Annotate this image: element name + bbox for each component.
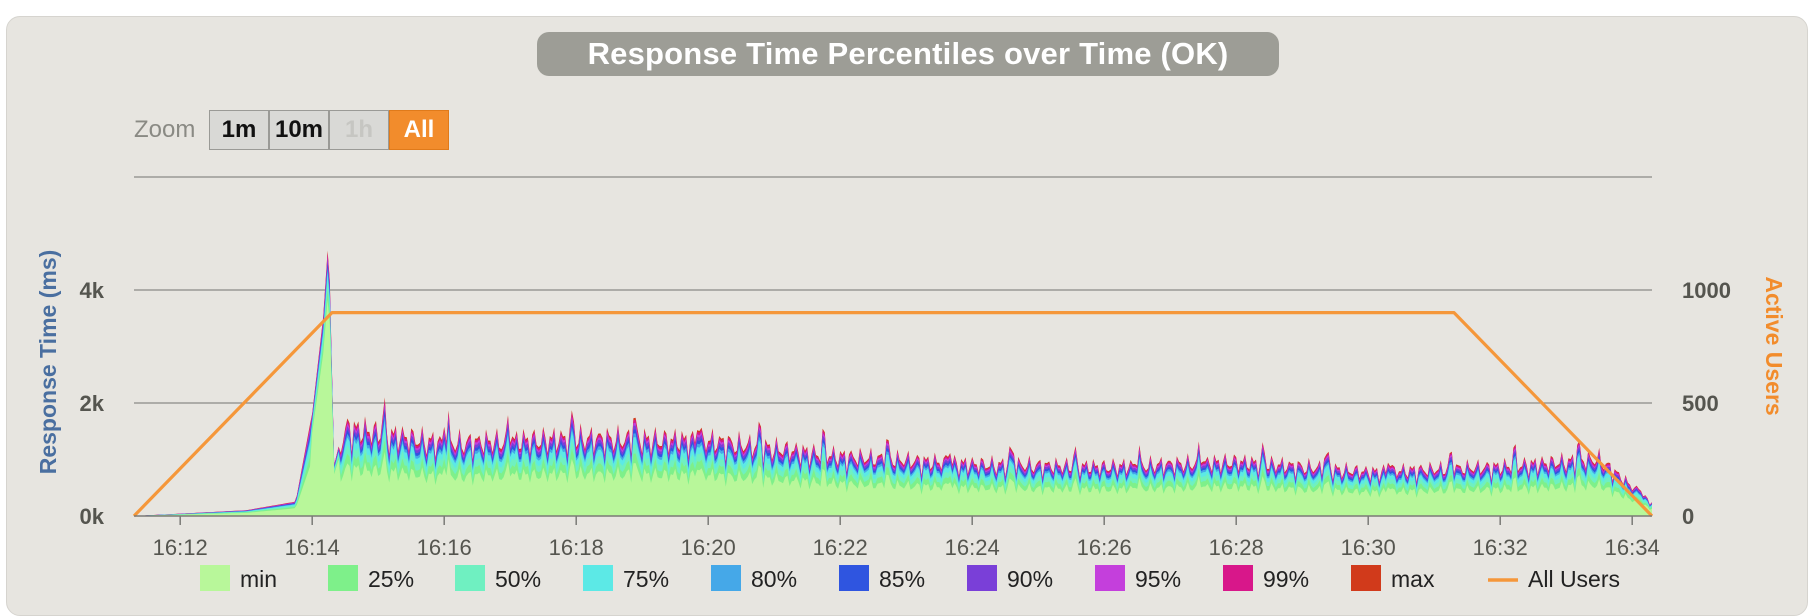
legend-swatch xyxy=(200,565,230,591)
users-line-group xyxy=(132,311,1654,518)
legend-item-25pct: 25% xyxy=(368,566,414,592)
legend-swatch xyxy=(1095,565,1125,591)
legend-item-85pct: 85% xyxy=(879,566,925,592)
legend-swatch xyxy=(1351,565,1381,591)
chart-title: Response Time Percentiles over Time (OK) xyxy=(537,32,1279,76)
legend-item-90pct: 90% xyxy=(1007,566,1053,592)
x-tick-label: 16:32 xyxy=(1473,535,1528,560)
legend-item-95pct: 95% xyxy=(1135,566,1181,592)
legend-item-99pct: 99% xyxy=(1263,566,1309,592)
legend-item-50pct: 50% xyxy=(495,566,541,592)
legend-swatch xyxy=(328,565,358,591)
legend-swatch xyxy=(455,565,485,591)
legend-item-max: max xyxy=(1391,566,1435,592)
legend: min 25% 50% 75% 80% 85% 90% 95% 99% max All Users xyxy=(200,565,1620,592)
x-tick-label: 16:24 xyxy=(945,535,1000,560)
x-tick-label: 16:12 xyxy=(153,535,208,560)
y2-tick-label: 0 xyxy=(1682,504,1694,529)
series-area-75pct xyxy=(134,271,1652,516)
x-tick-label: 16:22 xyxy=(813,535,868,560)
legend-item-75pct: 75% xyxy=(623,566,669,592)
y-tick-label: 4k xyxy=(80,278,105,303)
legend-item-min: min xyxy=(240,566,277,592)
zoom-10m-button[interactable]: 10m xyxy=(269,110,329,150)
x-tick-label: 16:34 xyxy=(1605,535,1660,560)
gridlines xyxy=(134,176,1652,404)
x-tick-label: 16:14 xyxy=(285,535,340,560)
x-tick-label: 16:16 xyxy=(417,535,472,560)
y-axis-title: Response Time (ms) xyxy=(35,250,61,475)
legend-swatch xyxy=(967,565,997,591)
legend-swatch xyxy=(839,565,869,591)
legend-swatch xyxy=(1223,565,1253,591)
x-tick-label: 16:26 xyxy=(1077,535,1132,560)
y2-tick-label: 500 xyxy=(1682,391,1719,416)
legend-swatch xyxy=(711,565,741,591)
y2-tick-label: 1000 xyxy=(1682,278,1731,303)
zoom-1h-button: 1h xyxy=(329,110,389,150)
all-users-line xyxy=(132,311,1654,518)
legend-item-all-users: All Users xyxy=(1528,566,1620,592)
series-area-25pct xyxy=(134,289,1652,516)
x-tick-label: 16:20 xyxy=(681,535,736,560)
zoom-1m-button[interactable]: 1m xyxy=(209,110,269,150)
zoom-label: Zoom xyxy=(134,116,196,143)
y2-axis-title: Active Users xyxy=(1761,276,1787,415)
y-tick-label: 2k xyxy=(80,391,105,416)
percentile-areas xyxy=(134,250,1652,516)
y-tick-label: 0k xyxy=(80,504,105,529)
x-tick-label: 16:30 xyxy=(1341,535,1396,560)
x-tick-label: 16:28 xyxy=(1209,535,1264,560)
legend-swatch xyxy=(583,565,613,591)
series-area-min xyxy=(134,300,1652,516)
axes: 0k 2k 4k 0 500 1000 16:12 16:14 16:16 16:18 16:20 1… xyxy=(80,278,1731,560)
chart-svg: 0k 2k 4k 0 500 1000 16:12 16:14 16:16 16:18 16:20 1… xyxy=(35,176,1787,592)
zoom-all-button[interactable]: All xyxy=(389,110,449,150)
x-tick-label: 16:18 xyxy=(549,535,604,560)
legend-item-80pct: 80% xyxy=(751,566,797,592)
